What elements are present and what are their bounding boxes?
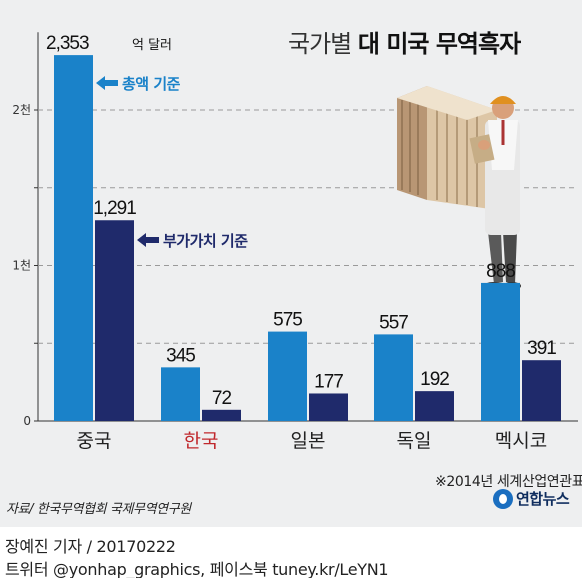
annotation-arrow-icon <box>137 233 159 247</box>
byline: 장예진 기자 / 20170222 <box>5 537 176 556</box>
annotation-label: 총액 기준 <box>122 75 181 93</box>
value-label: 345 <box>166 345 195 366</box>
category-label: 중국 <box>77 430 112 452</box>
value-label: 391 <box>527 338 556 359</box>
value-label: 72 <box>212 388 232 409</box>
category-label: 멕시코 <box>495 430 547 452</box>
chart-title-regular: 국가별 <box>288 30 352 58</box>
brand-name: 연합뉴스 <box>516 490 570 508</box>
value-label: 192 <box>420 369 449 390</box>
annotation-arrow-icon <box>96 76 118 90</box>
social-links: 트위터 @yonhap_graphics, 페이스북 tuney.kr/LeYN… <box>5 560 389 578</box>
bar-멕시코-1 <box>522 360 561 421</box>
category-labels: 중국 한국 일본 독일 멕시코 <box>77 430 548 452</box>
value-label: 575 <box>273 310 302 331</box>
annotation-label: 부가가치 기준 <box>163 232 248 250</box>
chart-title: 국가별 대 미국 무역흑자 <box>288 24 521 59</box>
bar-한국-0 <box>161 367 200 421</box>
yonhap-logo: 연합뉴스 <box>493 488 570 509</box>
bar-중국-0 <box>54 55 93 422</box>
chart-note: ※2014년 세계산업연관표 기준 통계 <box>435 474 582 490</box>
bar-독일-0 <box>374 334 413 421</box>
value-label: 888 <box>486 261 515 282</box>
value-label: 1,291 <box>93 198 136 219</box>
y-axis-ticks: 0 1천 2천 <box>12 102 38 428</box>
bar-한국-1 <box>202 409 241 421</box>
value-label: 177 <box>314 371 343 392</box>
yonhap-logo-icon <box>493 488 513 509</box>
category-label: 독일 <box>397 430 432 452</box>
bars <box>54 55 561 422</box>
chart-title-bold: 대 미국 무역흑자 <box>357 30 521 58</box>
y-tick-label: 2천 <box>12 102 31 117</box>
value-label: 557 <box>379 312 408 333</box>
bar-멕시코-0 <box>481 282 520 421</box>
worker-container-illustration <box>397 86 521 290</box>
category-label: 일본 <box>291 430 326 452</box>
bar-일본-1 <box>309 393 348 421</box>
bar-독일-1 <box>415 391 454 421</box>
bar-중국-1 <box>95 220 134 421</box>
y-tick-label: 1천 <box>12 258 31 273</box>
y-tick-label: 0 <box>23 414 31 428</box>
value-labels: 2,353 억 달러 1,291 345 72 575 177 557 192 888 391 <box>46 33 557 409</box>
value-unit-label: 억 달러 <box>132 38 172 53</box>
category-label: 한국 <box>184 430 219 452</box>
value-label: 2,353 <box>46 33 89 54</box>
bar-일본-0 <box>268 331 307 421</box>
source-text: 자료/ 한국무역협회 국제무역연구원 <box>6 502 191 517</box>
